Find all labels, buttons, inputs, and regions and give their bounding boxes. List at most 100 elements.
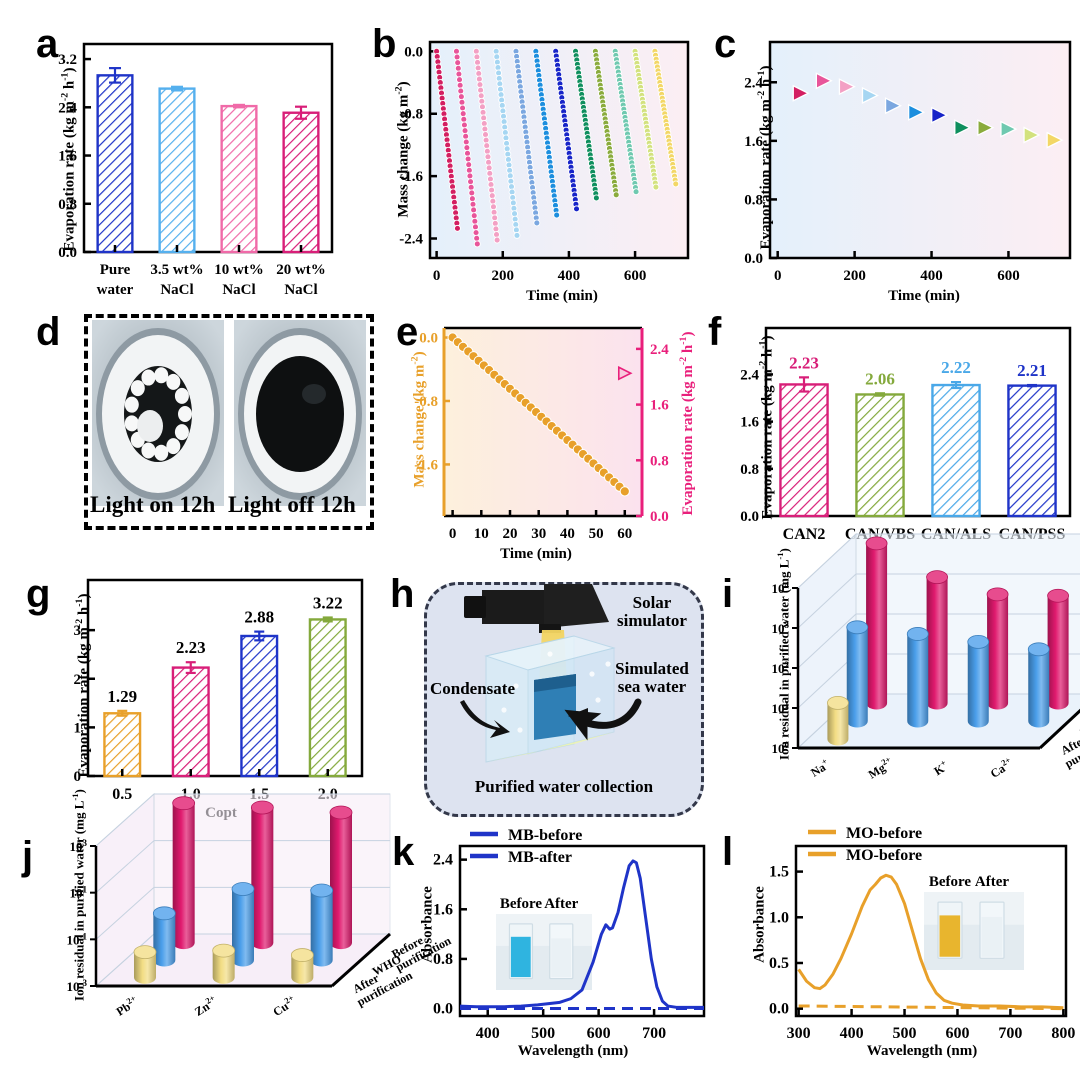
cylinder-body[interactable] [926,577,948,710]
panel-j-category-label: Pb2+ [113,993,141,1019]
panel-e-ylabel-right: Evaporation rate (kg m-2 h-1) [678,331,696,516]
data-point [472,223,479,231]
z-gridline [95,793,155,847]
panel-k-ytick: 0.0 [433,1001,453,1018]
panel-g-xtick: 0.5 [112,786,132,803]
panel-a-ytick: 1.6 [58,149,77,165]
panel-k-ytick: 0.8 [433,951,453,968]
panel-a-bar[interactable] [282,111,320,254]
lamp-back [464,596,486,618]
data-marker [617,365,633,381]
panel-f-bar[interactable] [931,383,981,518]
panel-d-frame [84,314,374,530]
panel-h: Solar simulator Condensate Simulated sea… [424,582,704,817]
data-point [460,121,468,129]
panel-a-bar[interactable] [96,74,134,254]
data-point [476,81,484,89]
cylinder-body[interactable] [1028,649,1050,728]
panel-g-bar[interactable] [240,634,279,778]
panel-b-ytick: -0.8 [399,107,423,123]
panel-f-bar[interactable] [779,383,829,518]
panel-g-bar[interactable] [171,666,210,778]
cylinder-body[interactable] [1047,595,1069,710]
panel-label-j: j [22,834,34,878]
data-point [485,164,493,172]
panel-l-legend-label: MO-before [846,825,922,842]
panel-c-ytick: 1.6 [744,134,763,150]
panel-d [84,314,374,530]
panel-label-b: b [372,22,397,66]
data-point [493,236,501,244]
data-point [592,194,600,202]
panel-f-ytick: 0.0 [740,509,759,525]
data-point [488,186,496,194]
panel-c-ylabel: Evaporation rate (kg m-2 h-1) [756,65,774,250]
panel-c-ytick: 2.4 [744,75,763,91]
panel-g-bar[interactable] [308,618,347,778]
panel-i-category-label: Ca2+ [987,755,1016,781]
inset-label-after: After [544,896,578,912]
data-point [467,178,475,186]
cylinder-body[interactable] [907,633,929,728]
depth-axis [330,932,392,988]
panel-c: Evaporation rate (kg m-2 h-1) 0.0 0.8 1.6 2… [714,30,1074,310]
panel-k-xlabel: Wavelength (nm) [517,1043,629,1059]
cylinder-body[interactable] [251,807,274,950]
data-point [486,170,494,177]
cylinder-body[interactable] [291,955,314,984]
cylinder-body[interactable] [172,803,195,950]
panel-f: Evaporation rate (kg m-2 h-1) 0.0 0.8 1.6 2… [714,318,1074,568]
data-marker [1023,126,1041,144]
panel-c-xtick: 600 [997,268,1020,284]
panel-e-ytick-left: -0.8 [414,394,438,410]
panel-a-bar[interactable] [158,87,196,254]
cylinder-body[interactable] [153,913,176,967]
cylinder-body[interactable] [134,952,156,984]
panel-b-ytick: -2.4 [399,232,423,248]
cylinder-body[interactable] [846,627,868,728]
data-point [457,93,465,101]
data-point [491,219,499,227]
panel-k-xtick: 400 [476,1025,500,1042]
panel-b-ytick: -1.6 [399,169,423,185]
panel-f-ytick: 0.8 [740,462,759,478]
panel-f-bar[interactable] [1007,384,1057,518]
cuvette-before-liquid [939,915,961,957]
panel-k: Absorbance 0.0 0.8 1.6 2.4 400 500 600 700 Befor… [408,827,708,1064]
panel-g-bar[interactable] [103,712,142,778]
data-point [454,224,461,232]
data-point [457,87,465,95]
data-point [483,147,491,155]
z-gridline [797,613,857,669]
panel-e: Mass change (kg m-2) Evaporation rate (k… [396,318,696,568]
panel-c-xlabel: Time (min) [888,288,960,304]
panel-k-curve [459,859,704,1009]
cylinder-body[interactable] [866,543,888,710]
cylinder-body[interactable] [330,812,352,950]
cylinder-body[interactable] [827,702,849,746]
panel-j: Ion residual in purified water (mg L-1) … [46,789,454,1064]
data-point [484,153,492,161]
panel-a-bar[interactable] [220,104,258,254]
data-marker [1000,120,1018,138]
cuvette-before-liquid [510,936,531,978]
cylinder-body[interactable] [212,950,235,984]
panel-f-ytick: 2.4 [740,367,759,383]
panel-l-ytick: 0.0 [769,1001,789,1018]
cylinder-top [231,882,255,896]
cylinder-body[interactable] [310,890,333,967]
cylinder-body[interactable] [232,889,254,967]
cylinder-body[interactable] [987,594,1009,710]
panel-h-label-solar: Solar simulator [617,593,687,630]
data-marker [1046,131,1064,149]
panel-label-a: a [36,22,59,66]
panel-c-ytick: 0.0 [744,251,763,267]
panel-g-ytick: 3 [74,623,82,639]
panel-g-value-label: 3.22 [313,594,343,613]
panel-j-ylabel: Ion residual in purified water (mg L-1) [70,789,87,1001]
cylinder-top [926,570,948,585]
panel-f-bar[interactable] [855,393,905,518]
panel-l-xtick: 700 [998,1025,1022,1042]
cylinder-body[interactable] [967,641,989,728]
panel-l-xtick: 800 [1051,1025,1075,1042]
